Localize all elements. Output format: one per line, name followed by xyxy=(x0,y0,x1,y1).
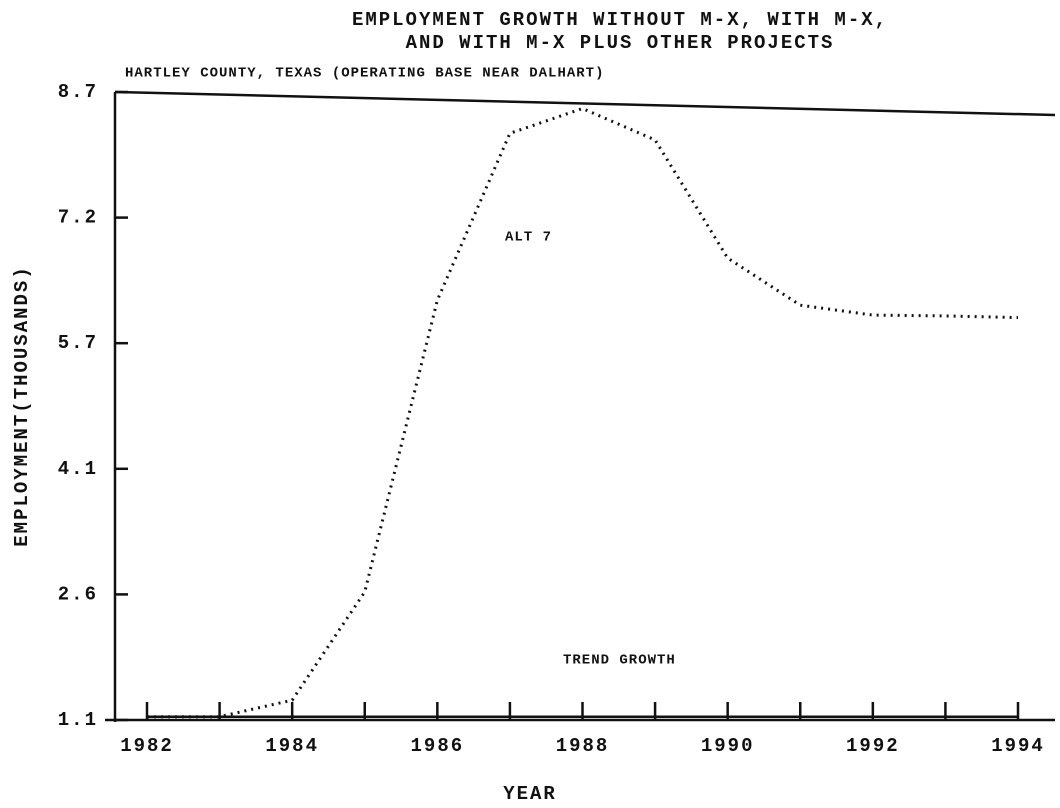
y-axis-label: EMPLOYMENT(THOUSANDS) xyxy=(11,265,33,546)
chart-subtitle: HARTLEY COUNTY, TEXAS (OPERATING BASE NE… xyxy=(125,66,604,82)
x-tick-label: 1992 xyxy=(846,735,900,757)
y-tick-label: 7.2 xyxy=(58,207,98,229)
y-tick-label: 4.1 xyxy=(58,458,98,480)
x-tick-label: 1984 xyxy=(265,735,319,757)
y-tick-label: 8.7 xyxy=(58,81,98,103)
x-tick-label: 1990 xyxy=(701,735,755,757)
x-tick-label: 1986 xyxy=(411,735,465,757)
chart-title: EMPLOYMENT GROWTH WITHOUT M-X, WITH M-X, xyxy=(352,9,888,31)
y-tick-label: 2.6 xyxy=(58,583,98,605)
y-tick-label: 1.1 xyxy=(58,709,98,731)
top-border xyxy=(114,90,1056,117)
data-line xyxy=(147,106,1019,719)
x-tick-label: 1982 xyxy=(120,735,174,757)
x-tick-label: 1988 xyxy=(556,735,610,757)
x-axis-label: YEAR xyxy=(503,783,557,805)
series-label: ALT 7 xyxy=(505,230,552,246)
x-tick-label: 1994 xyxy=(991,735,1045,757)
chart-title: AND WITH M-X PLUS OTHER PROJECTS xyxy=(406,32,835,54)
series-label: TREND GROWTH xyxy=(563,653,676,669)
y-tick-label: 5.7 xyxy=(58,332,98,354)
